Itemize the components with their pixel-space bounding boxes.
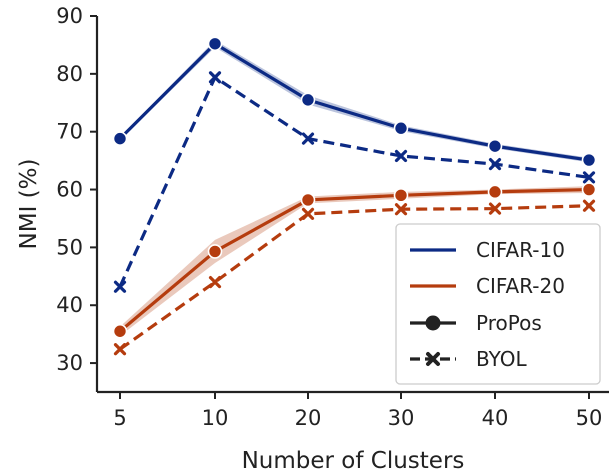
x-tick-label: 10	[202, 406, 229, 430]
x-tick-label: 50	[576, 406, 603, 430]
legend-label-cifar-20: CIFAR-20	[476, 274, 565, 298]
x-axis-title: Number of Clusters	[242, 448, 465, 474]
y-tick-label: 50	[56, 235, 83, 259]
cifar-20-propos-point	[112, 323, 128, 339]
x-marker-stroke	[488, 202, 502, 215]
axes	[90, 15, 609, 399]
cifar-20-byol-point	[488, 202, 502, 215]
x-tick-label: 30	[388, 406, 415, 430]
legend-label-propos: ProPos	[476, 311, 542, 335]
confidence-bands	[120, 40, 589, 336]
x-marker-stroke	[488, 157, 502, 171]
cifar-10-byol-point	[582, 171, 596, 184]
x-marker-stroke	[301, 207, 315, 220]
cifar-10-byol-point	[113, 280, 127, 293]
cifar-10-byol-point	[488, 157, 502, 171]
x-marker-stroke	[394, 149, 408, 163]
cifar-20-byol-point	[301, 207, 315, 220]
cifar-20-byol-point	[113, 343, 127, 356]
cifar-20-byol-point	[208, 275, 222, 289]
x-marker-stroke	[208, 71, 222, 84]
cifar-10-propos-band	[120, 40, 589, 163]
cifar-20-byol-point	[582, 199, 596, 212]
y-tick-label: 90	[56, 4, 83, 28]
y-tick-label: 70	[56, 120, 83, 144]
y-tick-label: 30	[56, 351, 83, 375]
x-marker-stroke	[426, 352, 440, 366]
y-tick-label: 60	[56, 178, 83, 202]
cifar-10-propos-point	[112, 131, 128, 146]
cifar-20-propos-band	[120, 186, 589, 336]
x-marker-stroke	[113, 343, 127, 356]
x-marker-stroke	[208, 275, 222, 289]
x-marker-stroke	[394, 203, 408, 216]
series-markers	[112, 36, 597, 356]
y-tick-label: 80	[56, 62, 83, 86]
legend-label-byol: BYOL	[476, 347, 527, 371]
cifar-10-byol-point	[301, 132, 315, 145]
cifar-20-propos-point	[300, 192, 316, 208]
legend-frame	[395, 223, 601, 385]
cifar-10-propos-point	[207, 36, 223, 52]
x-tick-label: 20	[295, 406, 322, 430]
legend-marker-x	[426, 352, 440, 366]
cifar-10-byol-point	[394, 149, 408, 163]
cifar-20-propos-point	[487, 184, 503, 200]
cifar-10-propos-point	[487, 138, 503, 154]
x-tick-label: 5	[113, 406, 126, 430]
legend: CIFAR-10 CIFAR-20 ProPos BYOL	[395, 223, 601, 385]
cifar-10-byol-line	[118, 75, 590, 288]
cifar-20-propos-point	[207, 244, 223, 259]
x-marker-stroke	[582, 171, 596, 184]
x-tick-label: 40	[482, 406, 509, 430]
x-marker-stroke	[113, 280, 127, 293]
cifar-20-byol-line	[119, 204, 590, 351]
legend-marker-circle	[425, 315, 441, 331]
x-marker-stroke	[582, 199, 596, 212]
cifar-10-propos-point	[393, 120, 409, 136]
cifar-20-byol-point	[394, 203, 408, 216]
x-marker-stroke	[301, 132, 315, 145]
cifar-10-propos-point	[581, 152, 597, 168]
tick-labels: 5 10 20 30 40 50 30 40 50 60 70 80 90	[56, 4, 602, 430]
cifar-10-propos-line	[118, 42, 590, 162]
y-tick-label: 40	[56, 293, 83, 317]
cifar-20-propos-point	[393, 188, 409, 203]
legend-label-cifar-10: CIFAR-10	[476, 238, 565, 262]
y-axis-title: NMI (%)	[16, 159, 42, 250]
cifar-10-propos-point	[300, 92, 316, 108]
cifar-10-byol-point	[208, 71, 222, 84]
cifar-20-propos-point	[581, 182, 597, 197]
cifar-20-propos-line	[118, 187, 590, 333]
series-lines	[118, 42, 590, 351]
